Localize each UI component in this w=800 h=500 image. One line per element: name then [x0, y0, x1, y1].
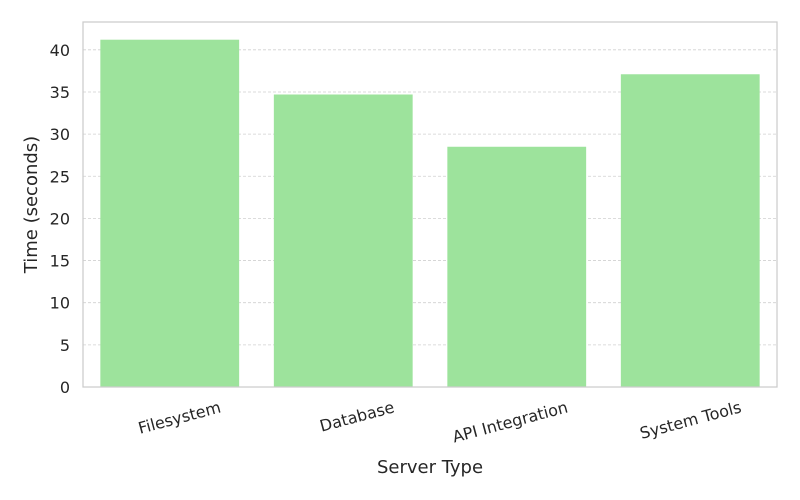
y-tick-label: 10: [50, 294, 70, 313]
x-tick-label: API Integration: [450, 398, 569, 447]
y-tick-label: 30: [50, 125, 70, 144]
x-tick-label: Database: [318, 398, 397, 436]
bar-system-tools: [620, 74, 760, 388]
plot-frame: [82, 21, 778, 388]
x-tick-labels: Filesystem Database API Integration System …: [136, 398, 743, 447]
x-tick-label: Filesystem: [136, 398, 223, 438]
y-tick-label: 25: [50, 167, 70, 186]
y-tick-label: 20: [50, 209, 70, 228]
y-tick-label: 5: [60, 336, 70, 355]
x-tick-label: System Tools: [638, 398, 744, 443]
bar-api-integration: [447, 146, 587, 387]
y-axis-title: Time (seconds): [21, 136, 42, 274]
bars: [100, 39, 760, 388]
x-axis-title: Server Type: [377, 457, 483, 478]
y-tick-labels: 0 5 10 15 20 25 30 35 40: [50, 41, 70, 397]
y-tick-label: 15: [50, 252, 70, 271]
bar-filesystem: [100, 39, 240, 387]
y-tick-label: 0: [60, 378, 70, 397]
y-tick-label: 40: [50, 41, 70, 60]
bar-database: [273, 94, 413, 387]
y-tick-label: 35: [50, 83, 70, 102]
